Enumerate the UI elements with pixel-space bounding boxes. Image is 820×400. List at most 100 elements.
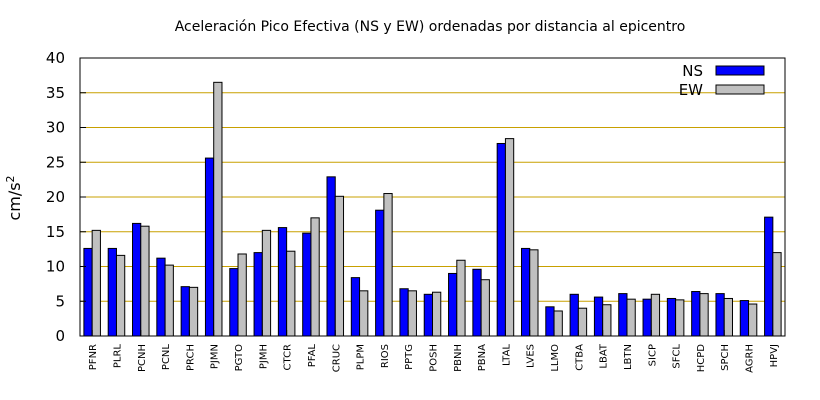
y-tick-labels: 0 5 10 15 20 25 30 35 40 [46,49,86,345]
y-tick-label: 30 [46,119,65,137]
bar-ew-pfal [310,217,320,337]
x-category-label-plpm: PLPM [356,344,367,370]
bar-ew-ctba [577,307,588,337]
y-tick-label: 20 [46,188,65,206]
x-category-label-pgto: PGTO [234,344,245,372]
x-category-label-pfnr: PFNR [88,344,99,370]
bar-ew-pcnl [164,264,174,337]
bar-ns-pfnr [83,247,93,337]
bar-ns-pgto [229,268,239,337]
x-category-label-pcnl: PCNL [161,344,172,370]
bar-ns-prch [180,286,190,337]
bar-ew-ltal [504,138,515,337]
bar-ew-pbnh [456,259,466,337]
bars-group [83,81,782,337]
legend-swatch-ns [715,65,765,76]
bar-ns-rios [375,209,385,337]
bar-ns-llmo [545,306,555,337]
bar-ns-sfcl [666,297,677,337]
x-category-label-lves: LVES [526,344,537,368]
x-category-label-posh: POSH [429,344,440,372]
x-category-label-lbtn: LBTN [623,344,634,370]
x-category-label-cruc: CRUC [331,344,342,372]
y-tick-label: 10 [46,258,65,276]
x-category-label-llmo: LLMO [550,344,561,372]
bar-ew-plpm [359,290,369,337]
bar-ew-llmo [553,310,563,337]
bar-ew-hpvj [772,252,782,337]
bar-ns-agrh [739,300,750,337]
bar-ew-pjmn [213,81,223,337]
bar-ew-plrl [115,254,126,337]
bar-ns-plpm [350,277,361,337]
legend: NS EW [679,62,765,99]
y-axis-label-unit: cm/s [5,182,24,220]
bar-ew-spch [723,297,733,337]
x-category-label-pjmh: PJMH [258,344,269,369]
y-tick-label: 0 [55,327,65,345]
x-category-label-pcnh: PCNH [137,344,148,372]
bar-ns-pfal [302,232,312,337]
x-category-label-pjmn: PJMN [210,344,221,369]
legend-label-ew: EW [679,81,703,99]
bar-ns-hpvj [764,216,774,337]
x-category-label-hpvj: HPVJ [769,344,780,367]
bar-ns-pptg [399,288,409,337]
bar-ns-ltal [496,142,506,337]
bar-ew-hcpd [699,293,709,337]
x-category-label-rios: RIOS [380,344,391,368]
chart-title: Aceleración Pico Efectiva (NS y EW) orde… [175,19,686,35]
x-category-label-pbnh: PBNH [453,344,464,372]
legend-label-ns: NS [682,62,703,80]
legend-swatch-ew [715,84,765,95]
x-category-label-prch: PRCH [185,344,196,371]
x-category-label-sicp: SICP [647,344,658,366]
bar-ns-spch [715,293,725,337]
x-category-label-hcpd: HCPD [696,344,707,373]
y-axis-label-exponent: 2 [4,175,17,182]
plot-frame [79,57,786,337]
bar-ew-cruc [334,195,345,337]
bar-ew-prch [188,286,199,337]
bar-ew-lbtn [626,298,636,337]
bar-ns-pbna [472,268,482,337]
x-category-label-agrh: AGRH [745,344,756,373]
y-tick-label: 40 [46,49,65,67]
bar-ew-pjmh [261,229,272,337]
bar-ew-posh [432,291,442,337]
bar-ew-pbna [480,279,490,337]
bar-ns-pcnl [156,257,166,337]
x-category-label-plrl: PLRL [112,344,123,369]
y-tick-label: 25 [46,153,65,171]
x-category-label-pptg: PPTG [404,344,415,370]
gridlines [80,92,785,302]
bar-ns-cruc [326,176,336,337]
bar-ew-lves [529,249,539,337]
x-category-label-ctcr: CTCR [283,344,294,370]
y-tick-label: 5 [55,292,65,310]
bar-ns-pbnh [448,272,458,337]
bar-ns-ctba [569,293,579,337]
bar-ew-pcnh [140,225,150,337]
bar-ns-lbtn [618,293,628,337]
bar-ew-pfnr [91,229,101,337]
bar-ns-ctcr [277,227,288,337]
x-category-label-sfcl: SFCL [672,344,683,369]
bar-ns-lves [520,247,531,337]
x-category-label-pbna: PBNA [477,344,488,371]
x-category-label-lbat: LBAT [599,343,610,368]
bar-ew-lbat [602,304,612,337]
bar-ns-hcpd [691,291,701,337]
bar-ew-ctcr [286,250,296,337]
bar-ns-posh [423,293,434,337]
y-tick-label: 15 [46,223,65,241]
bar-ew-sfcl [675,299,685,337]
bar-ns-plrl [107,247,117,337]
x-category-label-spch: SPCH [720,344,731,371]
x-category-label-ltal: LTAL [501,344,512,366]
x-category-labels: PFNR PLRL PCNH PCNL PRCH PJMN PGTO PJMH CTCR PFAL… [88,330,780,373]
y-axis-label: cm/s2 [4,175,24,220]
x-category-label-pfal: PFAL [307,344,318,368]
bar-ns-pcnh [132,222,142,337]
